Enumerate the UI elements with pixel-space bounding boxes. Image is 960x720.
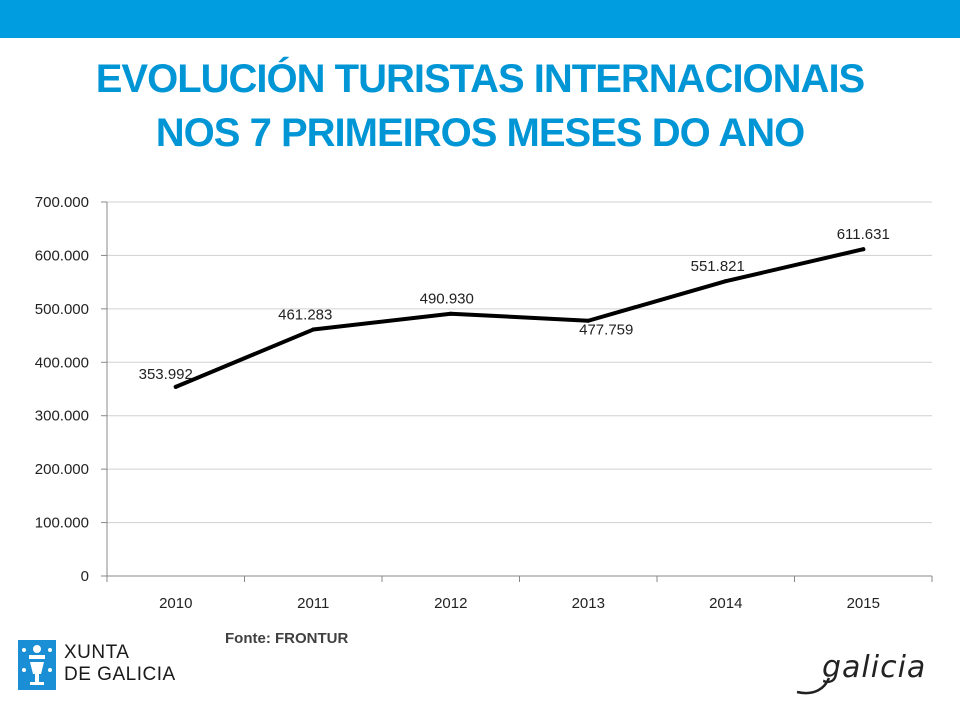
x-tick-label: 2010 xyxy=(159,595,192,612)
y-tick-label: 500.000 xyxy=(35,301,89,318)
top-accent-bar xyxy=(0,0,960,38)
y-tick-label: 100.000 xyxy=(35,515,89,532)
galicia-swoosh-icon xyxy=(796,677,831,695)
title-line-1: EVOLUCIÓN TURISTAS INTERNACIONAIS xyxy=(95,57,866,101)
xunta-line-1: XUNTA xyxy=(64,642,130,663)
x-tick-label: 2011 xyxy=(297,595,329,612)
x-tick-label: 2012 xyxy=(434,595,467,612)
x-tick-label: 2015 xyxy=(847,595,880,612)
xunta-line-2: DE GALICIA xyxy=(64,664,176,685)
y-tick-label: 700.000 xyxy=(35,194,89,211)
line-chart: 0 100.000 200.000 300.000 400.000 500.000 600.… xyxy=(35,194,933,612)
data-label: 551.821 xyxy=(691,258,745,275)
xunta-shield-icon xyxy=(18,640,56,690)
y-tick-label: 200.000 xyxy=(35,461,89,478)
x-tick-label: 2014 xyxy=(709,595,742,612)
data-label: 490.930 xyxy=(420,291,474,308)
data-label: 353.992 xyxy=(139,366,193,383)
data-point xyxy=(586,318,591,323)
data-label: 461.283 xyxy=(278,307,332,324)
y-tick-label: 600.000 xyxy=(35,247,89,264)
data-label: 611.631 xyxy=(837,226,890,243)
y-tick-label: 300.000 xyxy=(35,408,89,425)
title-line-2: NOS 7 PRIMEIROS MESES DO ANO xyxy=(155,111,805,155)
y-tick-label: 400.000 xyxy=(35,354,89,371)
data-label: 477.759 xyxy=(579,322,633,339)
page-title: EVOLUCIÓN TURISTAS INTERNACIONAIS NOS 7 … xyxy=(0,52,960,160)
xunta-wordmark: XUNTA DE GALICIA xyxy=(64,642,176,686)
data-point xyxy=(723,279,728,284)
data-point xyxy=(861,247,866,252)
data-point xyxy=(311,327,316,332)
y-tick-label: 0 xyxy=(81,568,89,585)
data-point xyxy=(173,384,178,389)
x-tick-label: 2013 xyxy=(572,595,605,612)
galicia-logo: galicia xyxy=(822,650,927,685)
source-note: Fonte: FRONTUR xyxy=(225,630,349,647)
series-line xyxy=(173,247,866,389)
data-point xyxy=(448,311,453,316)
